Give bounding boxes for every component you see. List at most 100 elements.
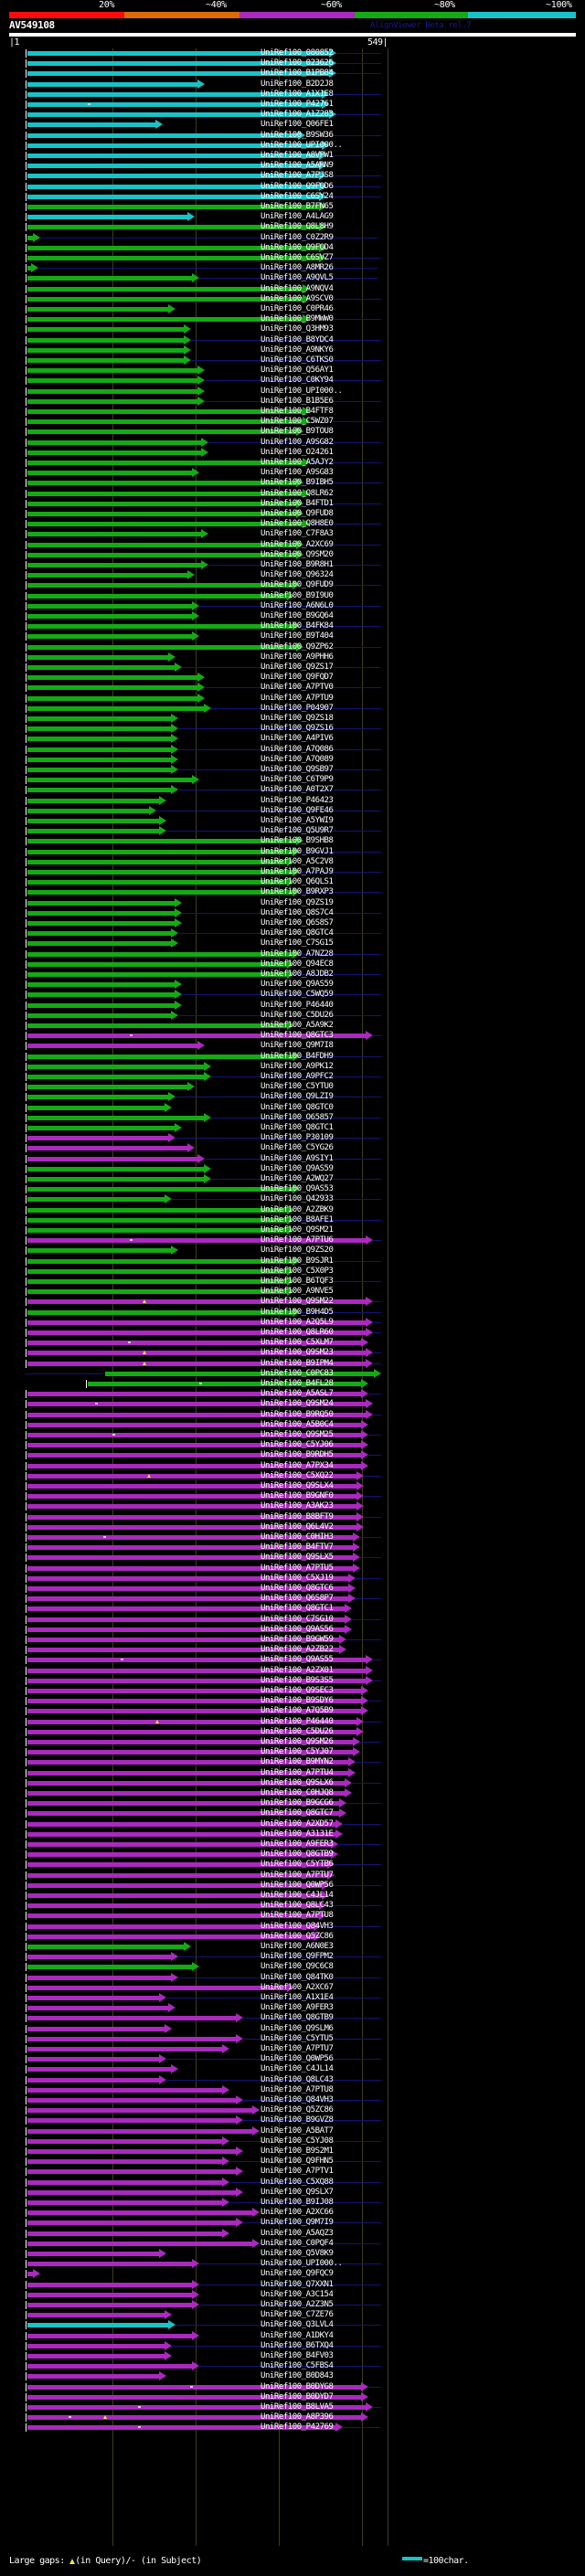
alignment-row[interactable] xyxy=(0,2412,585,2422)
hit-label[interactable]: UniRef100_B8YDC4 xyxy=(261,334,334,345)
hsp-bar[interactable] xyxy=(27,174,319,179)
alignment-row[interactable] xyxy=(0,314,585,324)
hit-label[interactable]: UniRef100_B4FTV7 xyxy=(261,1542,334,1553)
hit-label[interactable]: UniRef100_B9IPM4 xyxy=(261,1358,334,1368)
hit-label[interactable]: UniRef100_Q9FUD9 xyxy=(261,580,334,590)
hit-label[interactable]: UniRef100_B9R8H1 xyxy=(261,560,334,569)
alignment-row[interactable] xyxy=(0,918,585,928)
hsp-bar[interactable] xyxy=(27,1535,353,1540)
hit-label[interactable]: UniRef100_Q8GTC1 xyxy=(261,1123,334,1132)
hit-label[interactable]: UniRef100_A9FER3 xyxy=(261,2003,334,2013)
hit-label[interactable]: UniRef100_Q9M7I9 xyxy=(261,2218,334,2228)
alignment-row[interactable] xyxy=(0,1645,585,1655)
alignment-row[interactable] xyxy=(0,2340,585,2351)
hsp-bar[interactable] xyxy=(27,327,184,333)
hsp-bar[interactable] xyxy=(27,1913,319,1919)
hsp-bar[interactable] xyxy=(27,1463,361,1468)
hit-label[interactable]: UniRef100_Q9SM25 xyxy=(261,1430,334,1439)
hit-label[interactable]: UniRef100_Q9SLX7 xyxy=(261,2187,334,2197)
hsp-bar[interactable] xyxy=(27,276,193,281)
hit-label[interactable]: UniRef100_A4LAG9 xyxy=(261,212,334,222)
hit-label[interactable]: UniRef100_Q6QLS1 xyxy=(261,877,334,887)
hsp-bar[interactable] xyxy=(27,1882,323,1888)
hsp-bar[interactable] xyxy=(27,1821,335,1827)
hsp-bar[interactable] xyxy=(27,337,184,343)
hsp-bar[interactable] xyxy=(27,2272,33,2277)
hit-label[interactable]: UniRef100_B9MWW0 xyxy=(261,314,334,324)
hit-label[interactable]: UniRef100_A7PTV1 xyxy=(261,2167,334,2177)
alignment-row[interactable] xyxy=(0,1696,585,1706)
alignment-row[interactable] xyxy=(0,191,585,202)
hit-label[interactable]: UniRef100_B9SHB8 xyxy=(261,836,334,846)
hsp-bar[interactable] xyxy=(27,900,176,906)
alignment-row[interactable] xyxy=(0,795,585,806)
alignment-row[interactable] xyxy=(0,867,585,877)
alignment-row[interactable] xyxy=(0,1287,585,1297)
hsp-bar[interactable] xyxy=(27,2067,172,2072)
alignment-row[interactable] xyxy=(0,2361,585,2371)
hsp-bar[interactable] xyxy=(27,256,319,260)
alignment-row[interactable] xyxy=(0,673,585,683)
alignment-row[interactable] xyxy=(0,2198,585,2208)
hit-label[interactable]: UniRef100_P46440 xyxy=(261,1716,334,1726)
alignment-row[interactable] xyxy=(0,1952,585,1962)
alignment-row[interactable] xyxy=(0,1021,585,1031)
hsp-bar[interactable] xyxy=(27,1238,366,1244)
alignment-row[interactable] xyxy=(0,529,585,539)
hsp-bar[interactable] xyxy=(27,491,303,496)
hsp-bar[interactable] xyxy=(27,542,296,547)
hsp-bar[interactable] xyxy=(27,1555,353,1561)
hit-label[interactable]: UniRef100_C0HJQ8 xyxy=(261,1788,334,1797)
hsp-bar[interactable] xyxy=(27,1268,288,1274)
hsp-bar[interactable] xyxy=(27,1484,357,1489)
hsp-bar[interactable] xyxy=(27,685,197,691)
alignment-row[interactable] xyxy=(0,1891,585,1901)
hsp-bar[interactable] xyxy=(27,1309,293,1315)
hit-label[interactable]: UniRef100_A8P396 xyxy=(261,2412,334,2422)
alignment-row[interactable] xyxy=(0,366,585,376)
alignment-row[interactable] xyxy=(0,1307,585,1318)
hsp-bar[interactable] xyxy=(27,2282,193,2287)
hit-label[interactable]: UniRef100_B9SDY6 xyxy=(261,1696,334,1706)
hit-label[interactable]: UniRef100_C6T9P9 xyxy=(261,775,334,785)
hsp-bar[interactable] xyxy=(27,2364,193,2369)
hsp-bar[interactable] xyxy=(27,2343,165,2348)
hit-label[interactable]: UniRef100_A7Q089 xyxy=(261,754,334,764)
alignment-row[interactable] xyxy=(0,683,585,693)
hsp-bar[interactable] xyxy=(27,215,188,220)
hsp-bar[interactable] xyxy=(27,317,303,323)
hsp-bar[interactable] xyxy=(27,2231,223,2236)
alignment-row[interactable] xyxy=(0,1532,585,1542)
hsp-bar[interactable] xyxy=(27,1012,172,1018)
alignment-row[interactable] xyxy=(0,2136,585,2147)
hsp-bar[interactable] xyxy=(27,296,303,302)
alignment-row[interactable] xyxy=(0,1901,585,1911)
hsp-bar[interactable] xyxy=(27,1075,205,1079)
hsp-bar[interactable] xyxy=(27,1115,205,1120)
hsp-bar[interactable] xyxy=(27,2189,236,2195)
hsp-bar[interactable] xyxy=(27,1054,293,1059)
hit-label[interactable]: UniRef100_A3C154 xyxy=(261,2289,334,2299)
hit-label[interactable]: UniRef100_A3131E xyxy=(261,1829,334,1839)
hit-label[interactable]: UniRef100_Q9SLX6 xyxy=(261,1777,334,1787)
hsp-bar[interactable] xyxy=(27,501,296,506)
hit-label[interactable]: UniRef100_A2ZBK9 xyxy=(261,1204,334,1214)
hsp-bar[interactable] xyxy=(27,378,197,384)
hsp-bar[interactable] xyxy=(27,726,172,732)
alignment-row[interactable] xyxy=(0,2074,585,2085)
hsp-bar[interactable] xyxy=(27,1085,188,1090)
hsp-bar[interactable] xyxy=(27,1831,335,1837)
hsp-bar[interactable] xyxy=(27,614,193,619)
hsp-bar[interactable] xyxy=(27,768,172,772)
hsp-bar[interactable] xyxy=(27,461,303,465)
hit-label[interactable]: UniRef100_B7FN65 xyxy=(261,202,334,211)
hit-label[interactable]: UniRef100_Q8GTC3 xyxy=(261,1031,334,1041)
alignment-row[interactable] xyxy=(0,1379,585,1389)
hsp-bar[interactable] xyxy=(27,839,296,844)
hit-label[interactable]: UniRef100_Q9FQC9 xyxy=(261,2269,334,2279)
hsp-bar[interactable] xyxy=(27,788,172,793)
alignment-row[interactable] xyxy=(0,652,585,663)
hit-label[interactable]: UniRef100_A5AJY2 xyxy=(261,458,334,467)
alignment-row[interactable] xyxy=(0,846,585,857)
hsp-bar[interactable] xyxy=(27,961,288,967)
